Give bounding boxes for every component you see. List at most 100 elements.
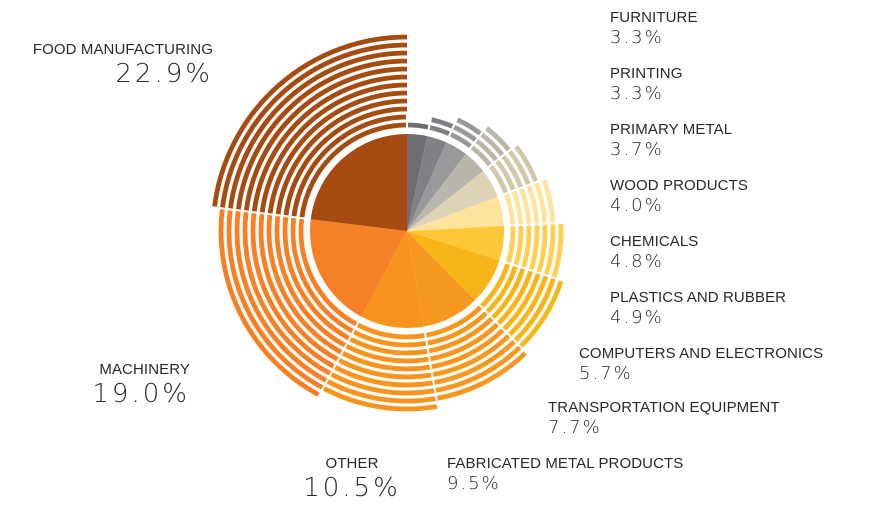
segment-separator-primary-metal [447,108,463,139]
category-label-wood-products: WOOD PRODUCTS [610,177,748,194]
pie-slice-primary-metal [407,142,466,231]
ring-arc-machinery-8 [242,211,332,377]
ring-arc-chemicals-5 [513,144,539,183]
ring-arc-chemicals-3 [501,154,524,189]
ring-arc-computers-and-electronics-5 [536,223,548,274]
ring-arc-other-2 [352,329,428,348]
value-label-chemicals: 4.8% [610,251,664,272]
ring-arc-food-manufacturing-11 [219,42,408,209]
segment-separator-wood-products [468,117,494,151]
category-label-machinery: MACHINERY [99,361,190,378]
ring-arc-food-manufacturing-4 [275,98,408,216]
pie-slice-computers-and-electronics [407,225,505,261]
value-label-furniture: 3.3% [610,27,664,48]
ring-arc-computers-and-electronics-2 [513,224,524,267]
ring-arc-food-manufacturing-8 [243,66,408,212]
category-label-furniture: FURNITURE [610,9,698,26]
ring-arc-computers-and-electronics-4 [528,224,540,272]
segment-separator-transportation-equipment [503,261,574,285]
gap-layer [202,107,574,419]
ring-arc-transportation-equipment-1 [479,262,511,309]
ring-arc-food-manufacturing-7 [251,74,408,213]
ring-arc-fabricated-metal-products-2 [426,310,489,346]
category-label-fabricated-metal-products: FABRICATED METAL PRODUCTS [447,455,684,472]
label-fabricated-metal-products: FABRICATED METAL PRODUCTS 9.5% [447,456,683,493]
ring-arc-food-manufacturing-1 [299,122,408,219]
label-plastics-and-rubber: PLASTICS AND RUBBER 4.9% [610,290,786,327]
pie-slice-machinery [310,219,407,317]
segment-separator-plastics-and-rubber [502,174,556,196]
segment-separator-computers-and-electronics [508,221,573,227]
label-transportation-equipment: TRANSPORTATION EQUIPMENT 7.7% [548,400,780,437]
value-label-food-manufacturing: 22.9% [115,59,213,89]
ring-arc-transportation-equipment-3 [490,267,526,320]
value-label-machinery: 19.0% [92,379,190,409]
ring-arc-furniture-1 [406,122,430,130]
ring-arc-chemicals-4 [507,149,531,186]
ring-arc-fabricated-metal-products-9 [436,350,528,401]
label-food-manufacturing: FOOD MANUFACTURING 22.9% [0,42,213,87]
segment-separator-other [423,331,441,419]
ring-arc-other-3 [348,336,429,356]
category-label-other: OTHER [325,455,379,472]
ring-arc-other-6 [337,357,433,380]
ring-arc-fabricated-metal-products-7 [433,339,517,386]
segment-separator-chemicals [486,137,526,169]
ring-arc-fabricated-metal-products-6 [431,333,511,378]
ring-arc-machinery-1 [298,217,359,327]
ring-arc-food-manufacturing-9 [235,58,408,211]
ring-arc-food-manufacturing-2 [291,114,408,218]
ring-arc-plastics-and-rubber-4 [526,184,540,225]
ring-arc-fabricated-metal-products-4 [429,322,500,362]
ring-arc-other-7 [333,364,435,388]
ring-arc-computers-and-electronics-3 [520,224,532,269]
pie-slice-wood-products [407,153,484,231]
pie-slice-furniture [407,134,428,231]
ring-arc-computers-and-electronics-1 [505,225,516,264]
label-furniture: FURNITURE 3.3% [610,10,698,47]
ring-arc-machinery-7 [250,211,336,369]
value-label-primary-metal: 3.7% [610,139,664,160]
ring-arc-transportation-equipment-6 [507,274,549,338]
category-label-printing: PRINTING [610,65,683,82]
ring-arc-printing-1 [428,124,451,137]
ring-arc-computers-and-electronics-7 [551,222,564,279]
ring-arc-transportation-equipment-5 [501,272,541,332]
ring-arc-other-9 [325,378,437,404]
ring-arc-other-8 [329,371,436,396]
ring-arc-fabricated-metal-products-1 [424,304,483,338]
ring-arc-food-manufacturing-3 [283,106,408,217]
ring-arc-machinery-6 [258,212,340,362]
ring-arc-plastics-and-rubber-5 [533,181,548,224]
ring-arc-other-1 [355,322,426,340]
label-primary-metal: PRIMARY METAL 3.7% [610,122,732,159]
segment-separator-food-manufacturing [202,204,306,220]
label-computers-and-electronics: COMPUTERS AND ELECTRONICS 5.7% [579,346,823,383]
ring-arc-machinery-5 [266,213,344,355]
segment-separator-machinery [312,320,360,407]
value-label-other: 10.5% [303,473,401,503]
ring-arc-other-10 [322,385,439,412]
category-label-transportation-equipment: TRANSPORTATION EQUIPMENT [548,399,780,416]
pie-slice-food-manufacturing [310,134,407,231]
ring-arc-fabricated-metal-products-3 [427,316,495,354]
ring-arc-machinery-3 [282,215,351,341]
category-label-food-manufacturing: FOOD MANUFACTURING [32,41,213,58]
ring-arc-machinery-2 [290,216,355,334]
value-label-wood-products: 4.0% [610,195,664,216]
ring-arc-transportation-equipment-2 [485,264,518,315]
ring-arc-computers-and-electronics-6 [543,223,556,277]
label-chemicals: CHEMICALS 4.8% [610,234,698,271]
ring-arc-transportation-equipment-7 [513,277,557,343]
ring-arc-fabricated-metal-products-8 [434,345,523,393]
pie-slice-fabricated-metal-products [407,231,475,327]
wedge-layer [310,134,505,329]
ring-arc-fabricated-metal-products-5 [430,327,506,370]
value-label-computers-and-electronics: 5.7% [579,363,633,384]
category-label-plastics-and-rubber: PLASTICS AND RUBBER [610,289,787,306]
label-printing: PRINTING 3.3% [610,66,682,103]
pie-slice-plastics-and-rubber [407,196,504,231]
ring-arc-machinery-11 [218,208,321,398]
ring-arc-food-manufacturing-5 [267,90,408,215]
